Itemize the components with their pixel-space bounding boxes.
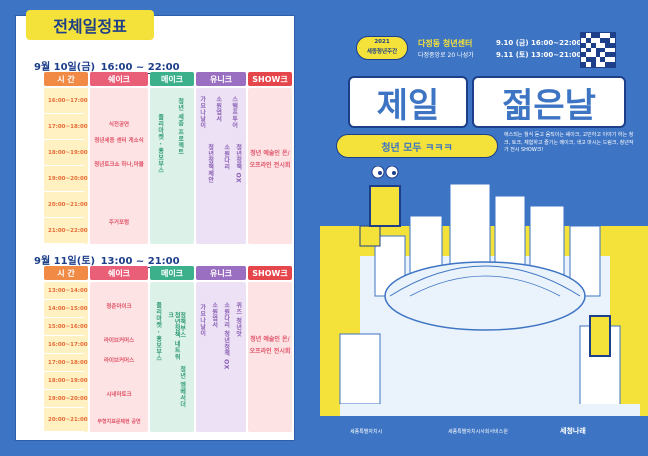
event: 청년 세종 프로젝트 — [176, 98, 184, 156]
event: 소원다리 청년정책 OX — [222, 302, 230, 370]
hdr-unique-2: 유니크 — [196, 266, 246, 280]
venue: 다정동 청년센터 — [418, 39, 473, 48]
event: 라이브커머스 — [103, 358, 135, 364]
hdr-time-1: 시 간 — [44, 72, 88, 86]
time-slot: 15:00~16:00 — [44, 318, 88, 336]
event: 청년 예술인 온/오프라인 전시회 — [249, 150, 291, 169]
time-slot: 21:00~22:00 — [44, 218, 88, 244]
date-2: 9.11 (토) 13:00~21:00 — [496, 51, 582, 59]
event: 청년토크쇼 하나,마블 — [94, 162, 144, 168]
event: 주거포럼 — [108, 220, 130, 226]
day2-date: 9월 11일(토) — [34, 256, 96, 267]
time-slot: 17:00~18:00 — [44, 354, 88, 372]
qr-code-icon — [580, 32, 616, 68]
time-col-2: 13:00~14:00 14:00~15:00 15:00~16:00 16:0… — [44, 282, 88, 432]
day1-time: 16:00 ~ 22:00 — [98, 62, 182, 74]
event: 라이브커머스 — [103, 338, 135, 344]
title-2: 젊은날 — [472, 76, 626, 128]
time-slot: 18:00~19:00 — [44, 140, 88, 166]
day1-date: 9월 10일(금) — [34, 62, 96, 73]
title-1: 제일 — [348, 76, 468, 128]
time-slot: 19:00~20:00 — [44, 390, 88, 408]
time-slot: 20:00~21:00 — [44, 408, 88, 432]
hdr-show-2: SHOW크 — [248, 266, 292, 280]
date-1: 9.10 (금) 16:00~22:00 — [496, 39, 582, 47]
event: 식전공연 — [108, 122, 130, 128]
show-col-1: 청년 예술인 온/오프라인 전시회 — [248, 88, 292, 244]
time-slot: 16:00~17:00 — [44, 88, 88, 114]
event: 플리마켓 · 홍보부스 — [154, 302, 162, 362]
hdr-shake-1: 쉐이크 — [90, 72, 148, 86]
city-illustration — [320, 166, 648, 416]
hdr-time-2: 시 간 — [44, 266, 88, 280]
time-slot: 14:00~15:00 — [44, 300, 88, 318]
event: 가요나날이 — [198, 96, 206, 129]
description: 애스되는 월식 듣고 움직이는 쉐이크, 고민하고 이야기 하는 청크, 토크,… — [504, 132, 634, 153]
logo-social-service: 세종특별자치시사회서비스원 — [448, 429, 508, 435]
event: 청년 예술인 온/오프라인 전시회 — [249, 336, 291, 355]
event: 소원엽서 — [210, 302, 218, 328]
unique-col-2: 가요나날이 소원엽서 소원다리 청년정책 OX 퀴즈 청년맛 — [196, 282, 246, 432]
event: 청년정책 네트워크 — [166, 312, 181, 361]
make-col-2: 플리마켓 · 홍보부스 청년정책 네트워크 정책부스 청년 엠베서더 — [150, 282, 194, 432]
logo-sejong-city: 세종특별자치시 — [350, 429, 383, 435]
hdr-shake-2: 쉐이크 — [90, 266, 148, 280]
badge-year: 2021 — [374, 39, 390, 45]
hdr-show-1: SHOW크 — [248, 72, 292, 86]
event: 청년정책 OX — [234, 144, 242, 184]
event: 가요나날이 — [198, 304, 206, 337]
time-slot: 20:00~21:00 — [44, 192, 88, 218]
hdr-make-1: 메이크 — [150, 72, 194, 86]
time-slot: 13:00~14:00 — [44, 282, 88, 300]
schedule-title: 전체일정표 — [26, 10, 154, 40]
shake-col-2: 청춘마이크 라이브커머스 라이브커머스 시네마토크 무형지표문제현 공연 — [90, 282, 148, 432]
time-slot: 19:00~20:00 — [44, 166, 88, 192]
hdr-make-2: 메이크 — [150, 266, 194, 280]
event: 소원다리 — [222, 144, 230, 170]
unique-col-1: 가요나날이 소원엽서 청년정책제안 소원다리 스탬프투어 청년정책 OX — [196, 88, 246, 244]
day2-header: 9월 11일(토) 13:00 ~ 21:00 — [34, 252, 182, 268]
event: 스탬프투어 — [230, 96, 238, 129]
poster: 2021 세종청년주간 다정동 청년센터 다정중앙로 20 나성가 9.10 (… — [320, 0, 648, 456]
address: 다정중앙로 20 나성가 — [418, 52, 474, 59]
event: 청년 엠베서더 — [178, 366, 186, 408]
hdr-unique-1: 유니크 — [196, 72, 246, 86]
badge: 2021 세종청년주간 — [356, 36, 408, 60]
event: 청년세종 센터 게소식 — [94, 138, 144, 144]
subtitle: 청년 모두 ㅋㅋㅋ — [336, 134, 498, 158]
event: 청춘마이크 — [106, 304, 132, 310]
event: 플리마켓 · 홍보부스 — [156, 114, 164, 174]
time-slot: 17:00~18:00 — [44, 114, 88, 140]
event: 시네마토크 — [106, 392, 132, 398]
show-col-2: 청년 예술인 온/오프라인 전시회 — [248, 282, 292, 432]
badge-label: 세종청년주간 — [366, 49, 398, 55]
time-slot: 16:00~17:00 — [44, 336, 88, 354]
event: 청년정책제안 — [206, 144, 214, 183]
event: 정책부스 — [178, 312, 186, 338]
schedule-panel: 전체일정표 9월 10일(금) 16:00 ~ 22:00 시 간 쉐이크 메이… — [16, 10, 294, 440]
make-col-1: 플리마켓 · 홍보부스 청년 세종 프로젝트 — [150, 88, 194, 244]
logo-sejongnarae: 세청나래 — [560, 427, 586, 435]
time-col-1: 16:00~17:00 17:00~18:00 18:00~19:00 19:0… — [44, 88, 88, 244]
time-slot: 18:00~19:00 — [44, 372, 88, 390]
day1-header: 9월 10일(금) 16:00 ~ 22:00 — [34, 58, 182, 74]
event: 무형지표문제현 공연 — [97, 419, 141, 425]
event: 소원엽서 — [214, 96, 222, 122]
day2-time: 13:00 ~ 21:00 — [98, 256, 182, 268]
shake-col-1: 식전공연 청년세종 센터 게소식 청년토크쇼 하나,마블 주거포럼 — [90, 88, 148, 244]
event: 퀴즈 청년맛 — [234, 302, 242, 338]
